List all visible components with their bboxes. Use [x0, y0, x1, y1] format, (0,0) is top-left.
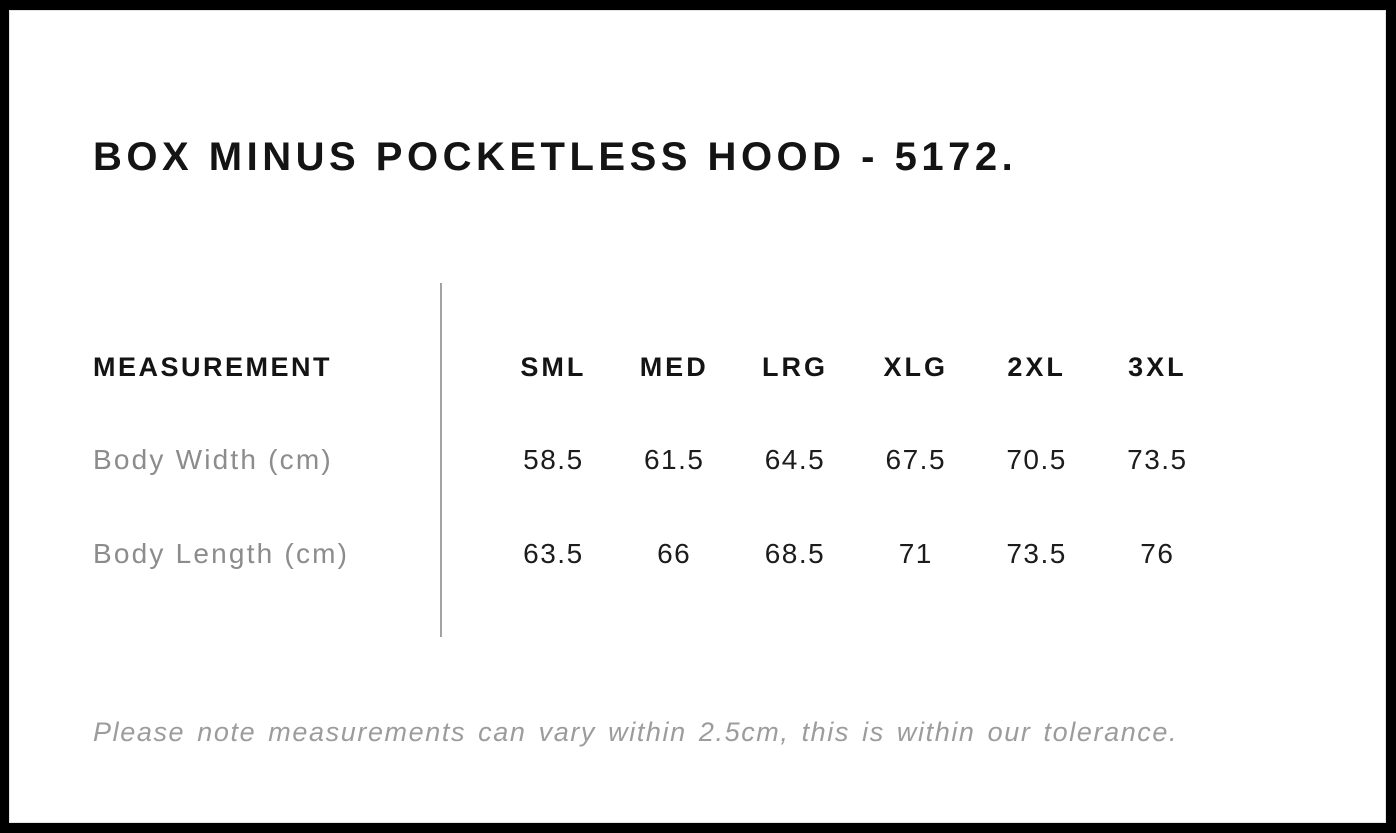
- column-header-lrg: LRG: [761, 352, 828, 382]
- column-header-sml: SML: [520, 352, 587, 382]
- row-label: Body Length (cm): [93, 538, 350, 569]
- size-value-cell: 70.5: [1006, 444, 1067, 475]
- size-value-cell: 66: [657, 538, 692, 569]
- column-header-measurement: MEASUREMENT: [93, 352, 333, 382]
- column-header-med: MED: [639, 352, 709, 382]
- column-header-xlg: XLG: [883, 352, 949, 382]
- size-value-cell: 68.5: [764, 538, 826, 569]
- size-value-cell: 73.5: [1006, 538, 1067, 569]
- size-value-cell: 58.5: [523, 444, 584, 475]
- page-title: BOX MINUS POCKETLESS HOOD - 5172.: [93, 134, 1018, 179]
- size-value-cell: 61.5: [643, 444, 705, 475]
- size-value-cell: 73.5: [1127, 444, 1188, 475]
- table-header-row: MEASUREMENT SML MED LRG XLG 2XL 3XL: [93, 352, 1218, 382]
- column-header-3xl: 3XL: [1128, 352, 1187, 382]
- row-label: Body Width (cm): [93, 444, 333, 475]
- size-value-cell: 71: [898, 538, 933, 569]
- tolerance-note: Please note measurements can vary within…: [93, 717, 1179, 747]
- size-value-cell: 64.5: [764, 444, 826, 475]
- size-value-cell: 76: [1140, 538, 1175, 569]
- table-row-body-length: Body Length (cm) 63.5 66 68.5 71 73.5 76: [93, 539, 1218, 569]
- table-row-body-width: Body Width (cm) 58.5 61.5 64.5 67.5 70.5…: [93, 445, 1218, 475]
- size-value-cell: 67.5: [885, 444, 947, 475]
- column-header-2xl: 2XL: [1007, 352, 1066, 382]
- table-divider: [440, 283, 442, 637]
- size-value-cell: 63.5: [523, 538, 584, 569]
